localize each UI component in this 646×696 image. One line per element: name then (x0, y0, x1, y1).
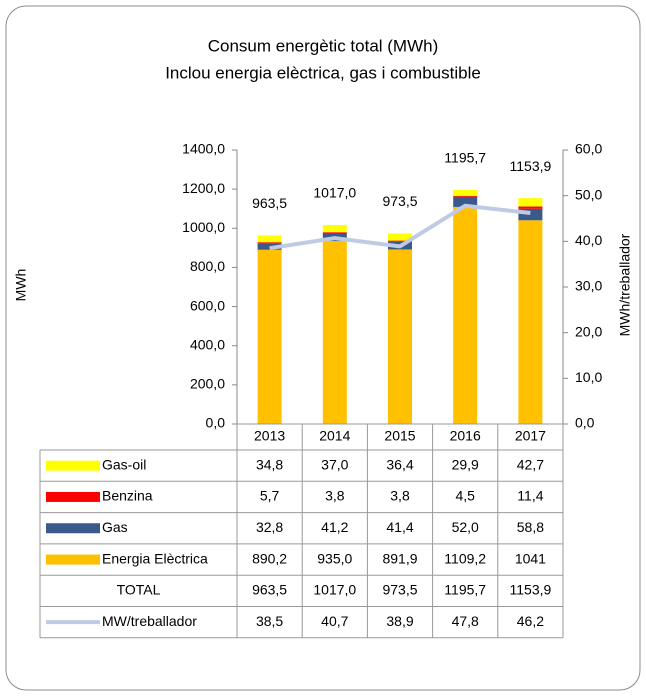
legend-swatch (46, 491, 100, 502)
legend-label: MW/treballador (102, 613, 197, 629)
table-value: 34,8 (256, 456, 283, 472)
total-label: 973,5 (382, 193, 417, 209)
bar-segment (257, 242, 282, 244)
bar-segment (453, 206, 478, 424)
table-value: 37,0 (321, 456, 348, 472)
table-value: 41,4 (386, 519, 413, 535)
bar-segment (518, 198, 543, 207)
x-tick-label: 2013 (254, 428, 285, 444)
y-tick-label: 600,0 (190, 297, 225, 313)
bar-segment (322, 232, 347, 233)
bar-segment (388, 240, 412, 242)
total-label: 963,5 (252, 195, 287, 211)
bar-segment (453, 190, 478, 196)
total-label: 1195,7 (444, 150, 486, 166)
table-value: 1017,0 (313, 582, 356, 598)
bar-segment (518, 206, 543, 209)
legend-label: Energia Elèctrica (102, 550, 208, 566)
table-value: 47,8 (452, 613, 479, 629)
table-value: 3,8 (390, 488, 410, 504)
table-row-label: TOTAL (117, 582, 161, 598)
table-value: 29,9 (452, 456, 479, 472)
bar-segment (257, 249, 282, 424)
table-value: 38,5 (256, 613, 283, 629)
bar-segment (388, 233, 412, 241)
y-tick-label: 200,0 (190, 376, 225, 392)
bar-segment (388, 249, 412, 424)
y2-tick-label: 0,0 (575, 415, 595, 431)
y2-tick-label: 30,0 (575, 278, 602, 294)
line-series (269, 203, 531, 251)
table-value: 1153,9 (510, 582, 552, 598)
y2-axis-label: MWh/treballador (617, 233, 633, 336)
x-tick-label: 2014 (319, 428, 350, 444)
table-value: 4,5 (455, 488, 475, 504)
legend-swatch (46, 460, 100, 471)
legend-label: Benzina (102, 488, 153, 504)
table-value: 5,7 (260, 488, 280, 504)
legend-label: Gas-oil (102, 456, 146, 472)
chart-subtitle: Inclou energia elèctrica, gas i combusti… (165, 63, 481, 82)
table-value: 52,0 (452, 519, 479, 535)
table-value: 38,9 (386, 613, 413, 629)
chart-title: Consum energètic total (MWh) (208, 36, 439, 55)
y2-tick-label: 50,0 (575, 186, 602, 202)
bar-segment (518, 208, 543, 221)
y2-tick-label: 20,0 (575, 323, 602, 339)
x-tick-label: 2016 (450, 428, 481, 444)
table-value: 32,8 (256, 519, 283, 535)
table-value: 11,4 (517, 488, 543, 504)
table-value: 1195,7 (444, 582, 486, 598)
bar-segment (453, 195, 478, 197)
legend-swatch (46, 554, 100, 565)
y2-tick-label: 10,0 (575, 369, 602, 385)
y-tick-label: 0,0 (206, 415, 226, 431)
y2-tick-label: 60,0 (575, 141, 602, 157)
total-label: 1153,9 (510, 158, 552, 174)
table-value: 973,5 (382, 582, 417, 598)
bar-segment (322, 241, 347, 424)
bar-segment (322, 224, 347, 233)
y-axis-label: MWh (13, 269, 29, 302)
table-value: 3,8 (325, 488, 345, 504)
table-value: 890,2 (252, 550, 287, 566)
table-value: 891,9 (382, 550, 417, 566)
y-tick-label: 1200,0 (182, 180, 225, 196)
table-value: 1109,2 (444, 550, 486, 566)
y-tick-label: 800,0 (190, 258, 225, 274)
legend-label: Gas (102, 519, 128, 535)
x-tick-label: 2015 (384, 428, 415, 444)
bar-segment (453, 196, 478, 207)
table-value: 935,0 (317, 550, 352, 566)
bar-segment (257, 235, 282, 243)
table-value: 1041 (515, 550, 546, 566)
y2-tick-label: 40,0 (575, 232, 602, 248)
total-label: 1017,0 (313, 185, 356, 201)
table-value: 46,2 (517, 613, 544, 629)
table-value: 36,4 (386, 456, 413, 472)
table-value: 41,2 (321, 519, 348, 535)
table-value: 58,8 (517, 519, 544, 535)
legend-swatch (46, 523, 100, 534)
table-value: 40,7 (321, 613, 348, 629)
bar-segment (518, 220, 543, 424)
y-tick-label: 1000,0 (182, 219, 225, 235)
y-tick-label: 400,0 (190, 336, 225, 352)
table-value: 963,5 (252, 582, 287, 598)
x-tick-label: 2017 (515, 428, 546, 444)
table-value: 42,7 (517, 456, 544, 472)
y-tick-label: 1400,0 (182, 141, 225, 157)
